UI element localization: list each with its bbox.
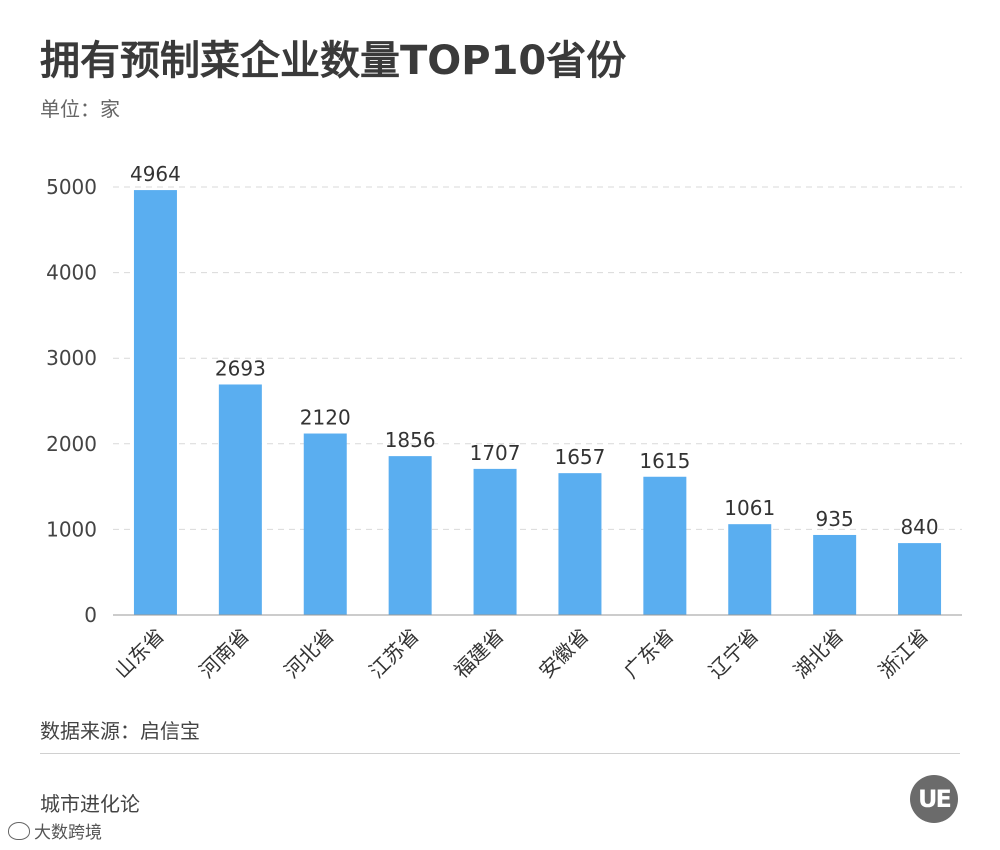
data-source: 数据来源：启信宝 (40, 719, 200, 743)
bar (133, 190, 177, 615)
bar (813, 534, 857, 615)
bar (643, 476, 687, 615)
data-label: 1657 (554, 445, 605, 469)
y-tick-label: 0 (84, 603, 97, 627)
bar (558, 473, 602, 615)
x-tick-label: 河南省 (194, 624, 253, 683)
x-tick-label: 浙江省 (874, 624, 933, 683)
x-tick-label: 山东省 (110, 624, 169, 683)
bar (898, 543, 942, 615)
unit-label: 单位：家 (40, 97, 120, 121)
bar (218, 384, 262, 615)
x-tick-label: 湖北省 (789, 624, 848, 683)
y-tick-label: 1000 (46, 517, 97, 541)
data-label: 1707 (470, 441, 521, 465)
bar (303, 433, 347, 615)
weibo-watermark: 大数跨境 (8, 818, 102, 843)
y-tick-label: 3000 (46, 346, 97, 370)
data-label: 2693 (215, 356, 266, 380)
x-tick-label: 福建省 (449, 624, 508, 683)
x-axis-ticks: 山东省 河南省 河北省 江苏省 福建省 安徽省 广东省 辽宁省 湖北省 浙江省 (110, 624, 933, 683)
bar-chart: 0 1000 2000 3000 4000 5000 4964 2693 2120 1856 17… (46, 162, 962, 683)
footer-divider (40, 753, 960, 754)
data-label: 4964 (130, 162, 181, 186)
y-tick-label: 5000 (46, 175, 97, 199)
y-tick-label: 2000 (46, 432, 97, 456)
chart-title: 拥有预制菜企业数量TOP10省份 (40, 38, 627, 84)
bar (388, 456, 432, 615)
brand-name: 城市进化论 (40, 792, 140, 816)
y-tick-label: 4000 (46, 261, 97, 285)
x-tick-label: 广东省 (619, 624, 678, 683)
bars (133, 190, 942, 615)
weibo-icon (8, 821, 30, 840)
brand-logo: UE (910, 775, 958, 823)
data-label: 2120 (300, 406, 351, 430)
x-tick-label: 河北省 (279, 624, 338, 683)
bar (473, 468, 517, 615)
bar (728, 524, 772, 615)
grid-lines (113, 186, 962, 530)
data-label: 840 (900, 515, 938, 539)
y-axis-ticks: 0 1000 2000 3000 4000 5000 (46, 175, 97, 627)
weibo-handle: 大数跨境 (34, 823, 102, 843)
data-label: 1061 (724, 496, 775, 520)
data-label: 1856 (385, 428, 436, 452)
x-tick-label: 江苏省 (364, 624, 423, 683)
x-tick-label: 辽宁省 (704, 624, 763, 683)
data-label: 1615 (639, 449, 690, 473)
data-label: 935 (816, 507, 854, 531)
data-labels: 4964 2693 2120 1856 1707 1657 1615 1061 935 840 (130, 162, 939, 539)
x-tick-label: 安徽省 (534, 624, 593, 683)
